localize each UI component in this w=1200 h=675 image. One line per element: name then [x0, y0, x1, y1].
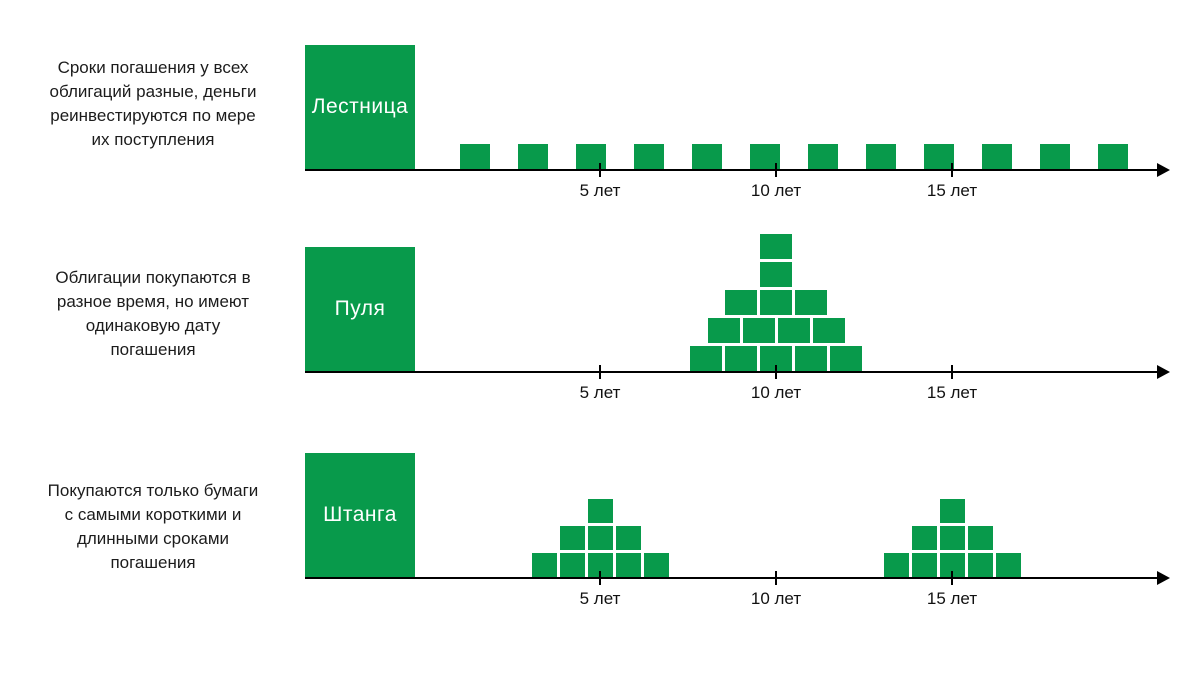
bond-block [939, 526, 965, 550]
barbell-description-line: с самыми короткими и [64, 505, 242, 524]
bullet-description: Облигации покупаются в разное время, но … [22, 266, 284, 362]
ladder-tick-10 [775, 163, 777, 177]
bond-block [615, 553, 641, 577]
bullet-blocks-area [305, 211, 1157, 371]
bond-block [518, 144, 548, 169]
bond-block [559, 553, 585, 577]
bullet-tick-15 [951, 365, 953, 379]
bullet-tick-label-10: 10 лет [750, 383, 802, 402]
bond-block [795, 346, 827, 371]
bond-block [967, 553, 993, 577]
bullet-tick-label-5: 5 лет [579, 383, 621, 402]
bond-block [725, 346, 757, 371]
bond-block [911, 553, 937, 577]
ladder-tick-label-5: 5 лет [579, 181, 621, 200]
barbell-label: Штанга [323, 503, 397, 526]
ladder-tick-5 [599, 163, 601, 177]
bond-block [460, 144, 490, 169]
bullet-tick-10 [775, 365, 777, 379]
bond-block [967, 526, 993, 550]
bond-block [559, 526, 585, 550]
barbell-tick-label-5: 5 лет [579, 589, 621, 608]
bond-block [742, 318, 775, 343]
bullet-tick-label-15: 15 лет [926, 383, 978, 402]
ladder-axis: 5 лет 10 лет 15 лет [305, 163, 1170, 200]
bond-block [1098, 144, 1128, 169]
bond-block [576, 144, 606, 169]
bond-block [725, 290, 757, 315]
bond-block [795, 290, 827, 315]
bond-block [690, 346, 722, 371]
barbell-tick-15 [951, 571, 953, 585]
bullet-axis: 5 лет 10 лет 15 лет [305, 365, 1170, 402]
barbell-description-line: погашения [110, 553, 196, 572]
bond-block [615, 526, 641, 550]
bond-block [830, 346, 862, 371]
bullet-description-line: одинаковую дату [85, 316, 221, 335]
bond-block [808, 144, 838, 169]
bond-block [939, 499, 965, 523]
ladder-blocks-area [305, 9, 1157, 169]
bond-block [531, 553, 557, 577]
bond-block [692, 144, 722, 169]
bullet-description-line: погашения [110, 340, 196, 359]
ladder-description-line: облигаций разные, деньги [49, 82, 257, 101]
bond-block [1040, 144, 1070, 169]
axis-arrow-icon [1157, 571, 1170, 585]
bullet-label-box: Пуля [305, 247, 415, 371]
ladder-tick-15 [951, 163, 953, 177]
bond-block [760, 234, 792, 259]
ladder-description-line: реинвестируются по мере [50, 106, 256, 125]
bullet-label: Пуля [334, 297, 386, 320]
ladder-tick-label-10: 10 лет [750, 181, 802, 200]
barbell-description-line: длинными сроками [76, 529, 230, 548]
barbell-tick-5 [599, 571, 601, 585]
bullet-description-line: Облигации покупаются в [55, 268, 251, 287]
bond-block [643, 553, 669, 577]
bond-block [760, 262, 792, 287]
axis-arrow-icon [1157, 163, 1170, 177]
bond-block [634, 144, 664, 169]
barbell-tick-10 [775, 571, 777, 585]
bullet-description-line: разное время, но имеют [56, 292, 250, 311]
ladder-description: Сроки погашения у всех облигаций разные,… [22, 56, 284, 152]
ladder-label: Лестница [311, 95, 409, 118]
bond-block [995, 553, 1021, 577]
ladder-description-line: Сроки погашения у всех [57, 58, 249, 77]
bond-block [924, 144, 954, 169]
bond-block [883, 553, 909, 577]
bond-block [587, 499, 613, 523]
bond-block [866, 144, 896, 169]
barbell-description-line: Покупаются только бумаги [47, 481, 259, 500]
barbell-tick-label-10: 10 лет [750, 589, 802, 608]
barbell-blocks-area [305, 417, 1157, 577]
ladder-tick-label-15: 15 лет [926, 181, 978, 200]
barbell-description: Покупаются только бумаги с самыми коротк… [22, 479, 284, 575]
barbell-tick-label-15: 15 лет [926, 589, 978, 608]
barbell-axis: 5 лет 10 лет 15 лет [305, 571, 1170, 608]
bond-block [982, 144, 1012, 169]
bond-block [587, 526, 613, 550]
bullet-tick-5 [599, 365, 601, 379]
ladder-label-box: Лестница [305, 45, 415, 169]
ladder-description-line: их поступления [91, 130, 215, 149]
barbell-label-box: Штанга [305, 453, 415, 577]
bond-block [707, 318, 740, 343]
bond-block [777, 318, 810, 343]
bond-block [911, 526, 937, 550]
bond-block [812, 318, 845, 343]
bond-block [760, 290, 792, 315]
axis-arrow-icon [1157, 365, 1170, 379]
